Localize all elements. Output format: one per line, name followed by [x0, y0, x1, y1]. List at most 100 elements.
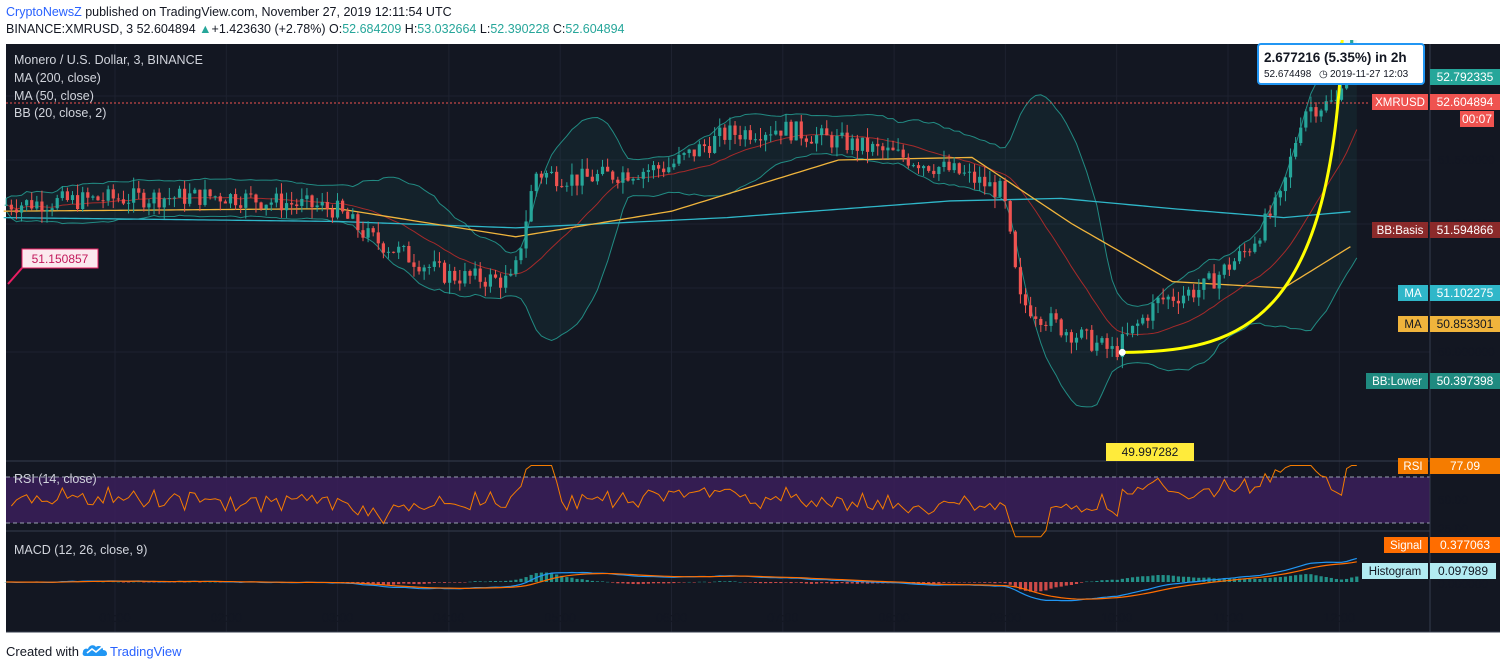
- candle-body: [702, 144, 707, 147]
- candle-body: [381, 243, 385, 253]
- macd-histogram-bar: [1253, 578, 1257, 582]
- macd-histogram-bar: [198, 582, 202, 583]
- footer: Created with TradingView: [0, 633, 1508, 669]
- price-change: +1.423630 (+2.78%): [211, 22, 326, 36]
- candle-body: [814, 135, 819, 144]
- countdown-badge: [1460, 111, 1494, 127]
- macd-histogram-bar: [606, 581, 610, 583]
- candle-body: [575, 174, 579, 186]
- candle-body: [188, 193, 192, 204]
- candle-body: [937, 166, 941, 175]
- candle-body: [346, 211, 350, 219]
- rsi-tick-label: 50.00: [1438, 493, 1468, 507]
- macd-histogram-bar: [529, 574, 533, 582]
- tradingview-link[interactable]: TradingView: [110, 644, 182, 659]
- macd-histogram-bar: [391, 582, 396, 585]
- candle-body: [1090, 329, 1094, 351]
- candle-body: [325, 202, 329, 209]
- macd-histogram-bar: [769, 582, 773, 584]
- macd-histogram-bar: [509, 580, 513, 582]
- candle-body: [335, 200, 340, 218]
- candle-body: [264, 204, 268, 209]
- candle-body: [1105, 338, 1109, 349]
- candle-body: [641, 171, 645, 179]
- candle-body: [718, 127, 722, 137]
- candle-body: [906, 157, 910, 166]
- macd-histogram-bar: [519, 578, 523, 582]
- macd-histogram-bar: [1034, 582, 1038, 592]
- candle-body: [412, 262, 416, 267]
- candle-body: [845, 132, 849, 151]
- candle-body: [25, 200, 29, 206]
- legend-ma200: MA (200, close): [14, 71, 101, 85]
- bb-lower-value: 50.397398: [1437, 374, 1494, 388]
- countdown: 00:07: [1462, 112, 1492, 126]
- macd-histogram-bar: [1095, 580, 1099, 582]
- macd-histogram-bar: [402, 582, 406, 584]
- macd-histogram-bar: [947, 582, 951, 583]
- candle-body: [570, 174, 574, 186]
- macd-histogram-bar: [1100, 580, 1104, 582]
- bb-lower-line: [5, 152, 1358, 408]
- candle-body: [422, 267, 426, 272]
- candle-body: [1294, 142, 1298, 157]
- macd-histogram-bar: [412, 582, 416, 585]
- candle-body: [1166, 296, 1170, 300]
- macd-histogram-bar: [473, 581, 477, 582]
- candle-body: [519, 248, 523, 261]
- candle-body: [1222, 264, 1226, 275]
- publish-line: CryptoNewsZ published on TradingView.com…: [6, 5, 452, 19]
- candle-body: [662, 168, 666, 173]
- candle-body: [290, 203, 294, 205]
- macd-histogram-bar: [1278, 577, 1282, 582]
- bb-basis-value-badge: [1430, 222, 1500, 238]
- histogram-badge: [1362, 563, 1428, 579]
- change-arrow-icon: ▲: [199, 22, 212, 36]
- macd-histogram-bar: [1319, 576, 1323, 582]
- candle-body: [748, 130, 752, 140]
- macd-histogram-bar: [860, 582, 865, 584]
- bb-lower-badge: [1366, 373, 1428, 389]
- macd-histogram-bar: [580, 579, 584, 582]
- macd-histogram-bar: [1136, 576, 1140, 582]
- macd-histogram-bar: [835, 582, 839, 584]
- candle-body: [1125, 333, 1130, 335]
- candle-body: [468, 271, 472, 276]
- candle-body: [1054, 313, 1058, 320]
- macd-histogram-bar: [1054, 582, 1058, 588]
- candle-body: [483, 281, 487, 287]
- candle-body: [713, 136, 717, 153]
- candle-body: [911, 165, 916, 167]
- high-value: 53.032664: [417, 22, 477, 36]
- candle-body: [203, 189, 207, 205]
- candle-body: [942, 161, 946, 167]
- histogram-label: Histogram: [1369, 566, 1421, 578]
- candle-body: [478, 268, 482, 282]
- macd-histogram-bar: [1350, 577, 1354, 582]
- candle-body: [794, 121, 798, 141]
- macd-histogram-bar: [738, 581, 742, 583]
- macd-histogram-bar: [152, 582, 156, 583]
- publisher-link[interactable]: CryptoNewsZ: [6, 5, 82, 19]
- macd-histogram-bar: [641, 582, 645, 584]
- macd-tick-label: 0.000000: [1438, 577, 1488, 591]
- legend-rsi: RSI (14, close): [14, 472, 97, 486]
- candle-body: [1283, 177, 1288, 192]
- macd-histogram-bar: [1039, 582, 1043, 592]
- candle-body: [651, 165, 656, 171]
- candle-body: [1176, 300, 1181, 304]
- candle-body: [621, 172, 625, 183]
- price-chart[interactable]: 53.00000052.552.00000051.50000051.000000…: [0, 40, 1508, 633]
- macd-histogram-bar: [1141, 576, 1145, 582]
- macd-histogram-bar: [1273, 577, 1277, 582]
- candle-body: [1151, 303, 1155, 321]
- candle-body: [1008, 201, 1012, 232]
- macd-histogram-bar: [662, 582, 666, 584]
- last-price-badge-value: 52.604894: [1437, 95, 1494, 109]
- published-text: published on TradingView.com, November 2…: [81, 5, 452, 19]
- candle-body: [957, 163, 961, 174]
- candle-body: [544, 172, 549, 178]
- candle-body: [223, 201, 227, 204]
- candle-body: [1110, 346, 1114, 349]
- candle-body: [1100, 338, 1104, 343]
